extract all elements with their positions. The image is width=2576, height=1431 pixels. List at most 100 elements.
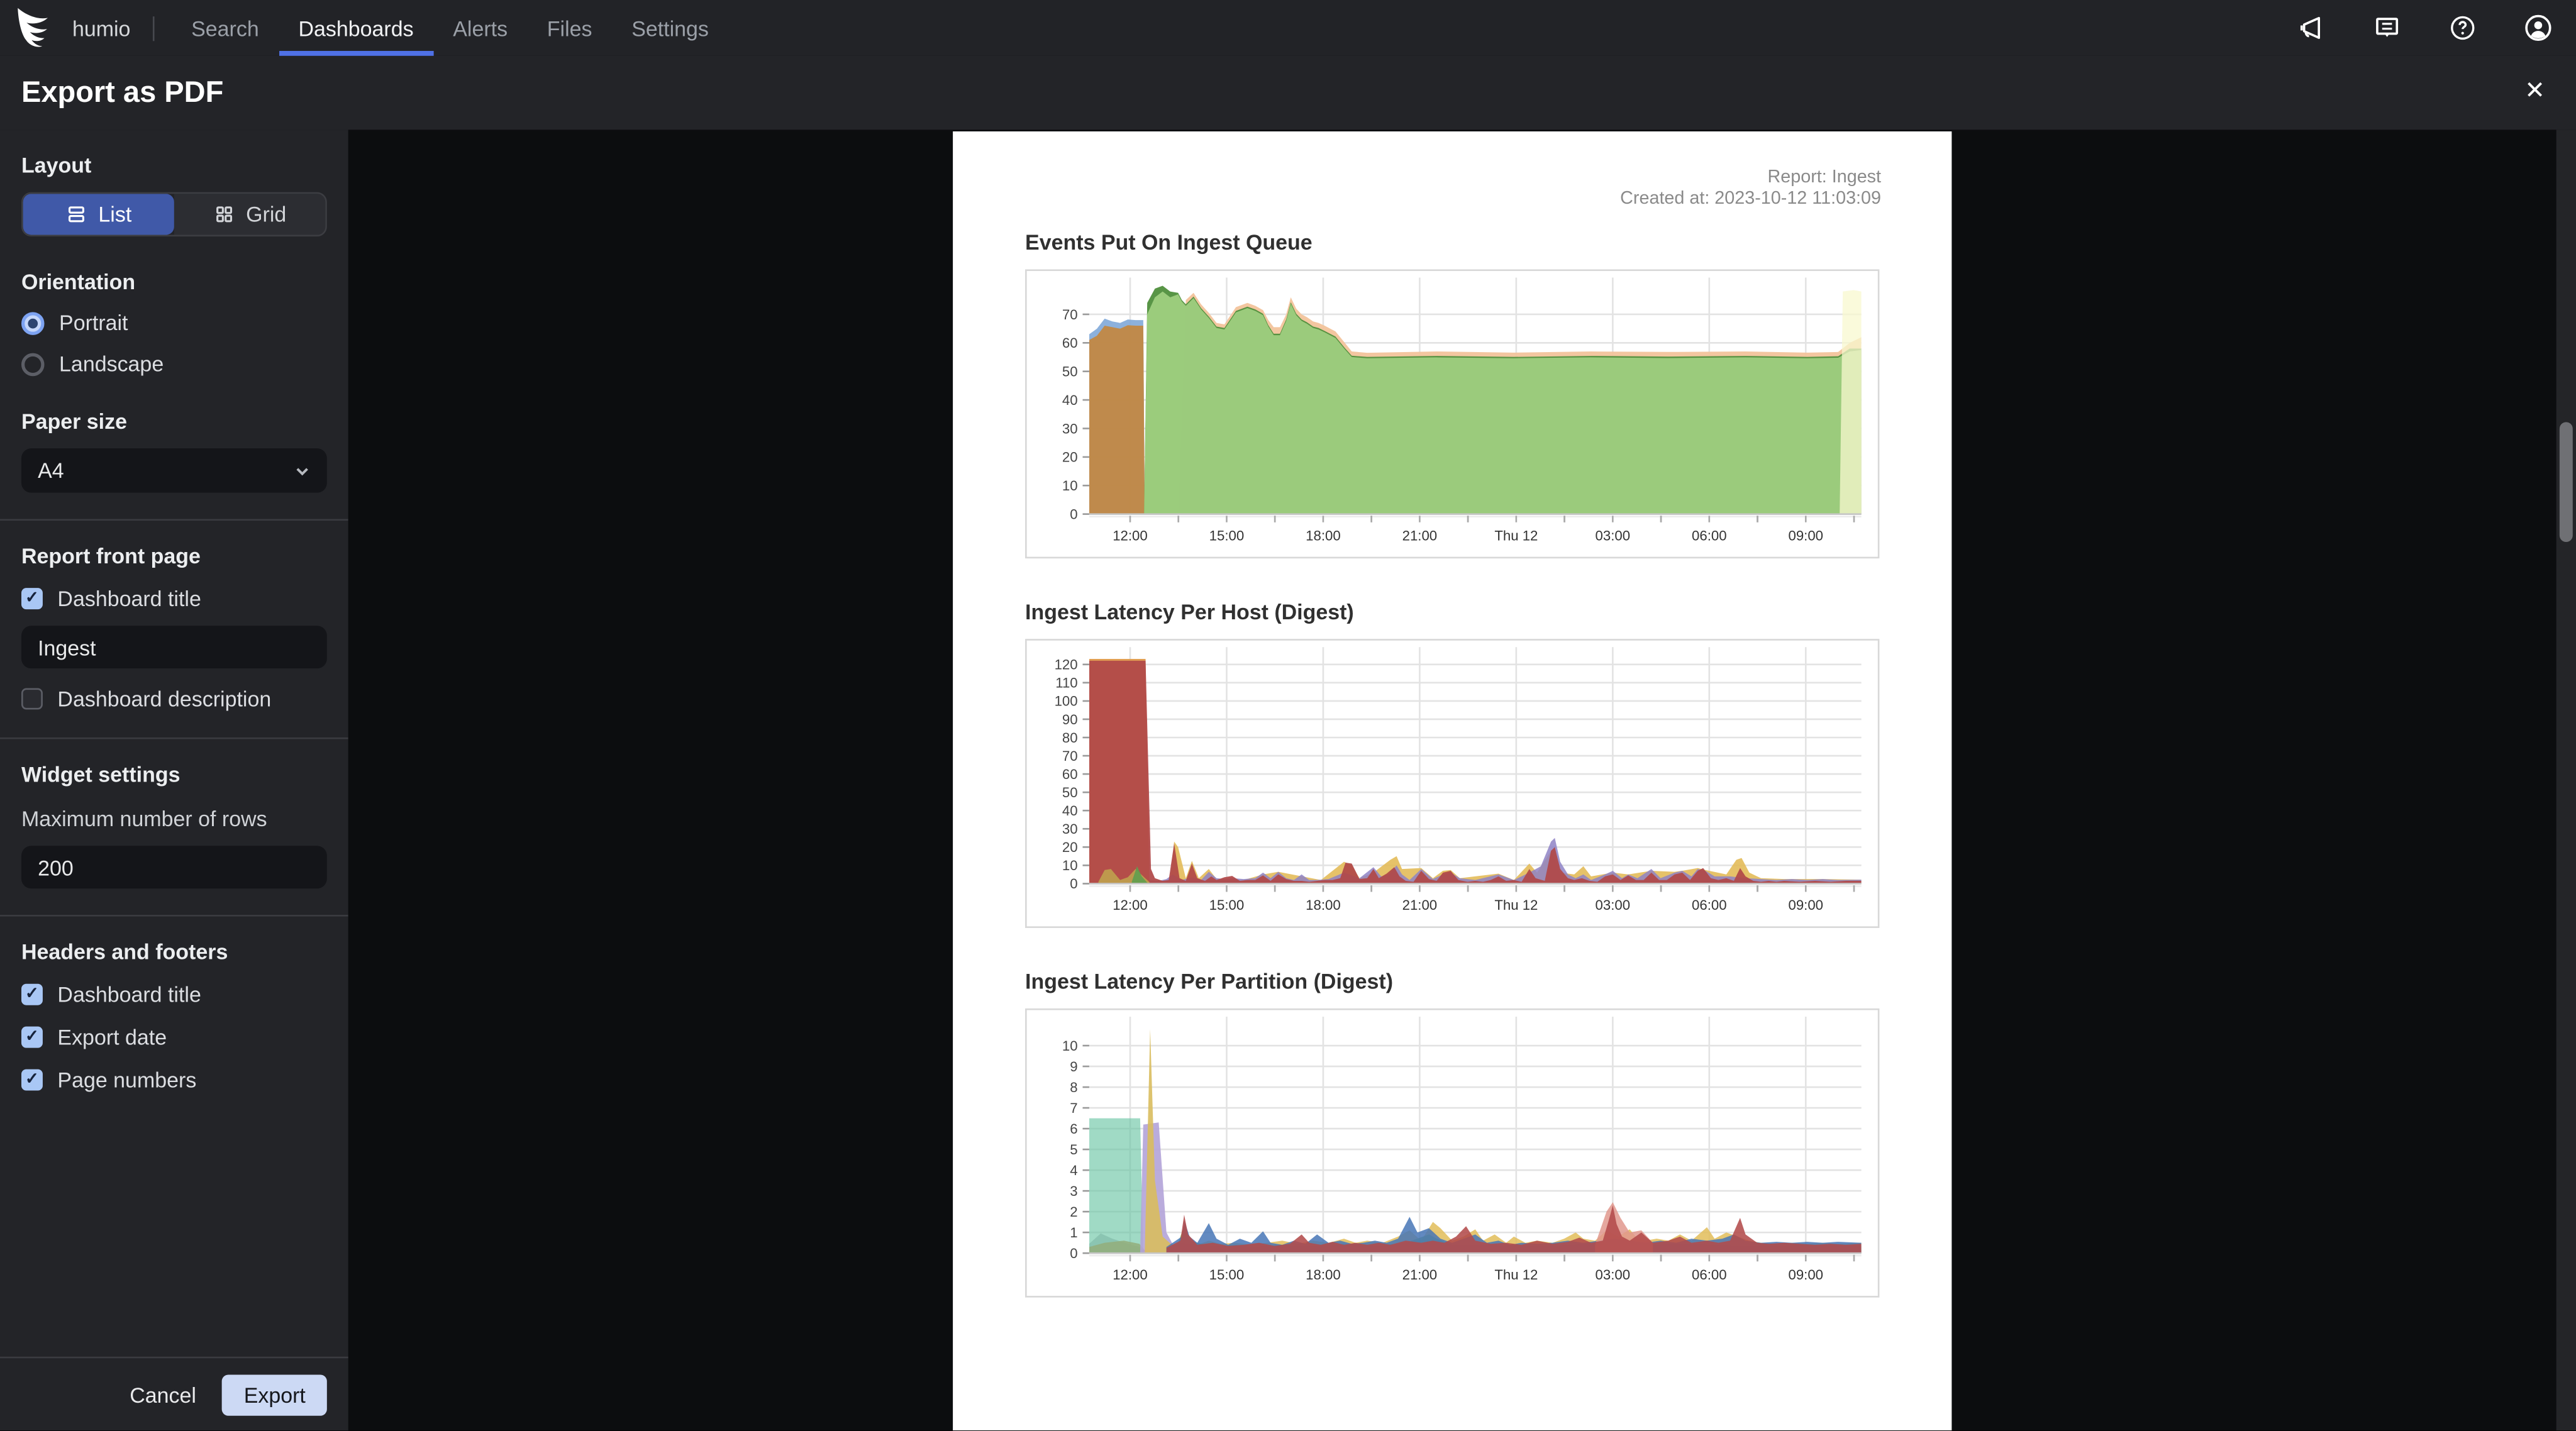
hf-export-date-label: Export date — [57, 1025, 167, 1050]
hf-page-numbers-label: Page numbers — [57, 1067, 197, 1093]
sidebar-footer: Cancel Export — [0, 1357, 348, 1431]
svg-text:0: 0 — [1070, 507, 1077, 522]
front-page-heading: Report front page — [21, 543, 201, 568]
orientation-portrait-option[interactable]: Portrait — [21, 311, 327, 335]
report-meta: Report: Ingest Created at: 2023-10-12 11… — [1025, 167, 1881, 211]
svg-text:120: 120 — [1055, 658, 1078, 673]
layout-segmented-control: List Grid — [21, 192, 327, 237]
svg-text:12:00: 12:00 — [1113, 1268, 1148, 1283]
svg-text:5: 5 — [1070, 1142, 1077, 1158]
svg-text:8: 8 — [1070, 1080, 1077, 1096]
chart-title: Ingest Latency Per Partition (Digest) — [1025, 970, 1394, 995]
front-page-dashboard-description-option[interactable]: ✓ Dashboard description — [21, 687, 327, 711]
max-rows-input[interactable]: 200 — [21, 846, 327, 889]
sidebar-scroll-area: Layout List — [0, 130, 348, 1357]
nav-item-settings[interactable]: Settings — [631, 15, 709, 40]
checkbox-hf-page-numbers-icon[interactable]: ✓ — [21, 1069, 43, 1091]
svg-text:70: 70 — [1062, 749, 1078, 765]
landscape-label: Landscape — [59, 351, 164, 377]
svg-text:4: 4 — [1070, 1163, 1077, 1179]
nav-right-icons — [2297, 13, 2576, 43]
svg-text:15:00: 15:00 — [1209, 898, 1245, 914]
portrait-label: Portrait — [59, 310, 128, 335]
chart-title: Events Put On Ingest Queue — [1025, 230, 1313, 255]
svg-text:40: 40 — [1062, 393, 1078, 409]
export-button[interactable]: Export — [222, 1374, 327, 1415]
brand-name[interactable]: humio — [72, 15, 131, 40]
widget-settings-heading: Widget settings — [21, 762, 180, 787]
paper-size-value: A4 — [38, 458, 64, 483]
headers-footers-heading: Headers and footers — [21, 939, 228, 964]
nav-item-files[interactable]: Files — [547, 15, 592, 40]
scrollbar-thumb[interactable] — [2559, 422, 2573, 543]
svg-text:100: 100 — [1055, 694, 1078, 710]
svg-text:03:00: 03:00 — [1596, 898, 1631, 914]
svg-text:30: 30 — [1062, 421, 1078, 437]
nav-item-dashboards[interactable]: Dashboards — [279, 0, 434, 56]
svg-text:20: 20 — [1062, 450, 1078, 466]
svg-text:40: 40 — [1062, 804, 1078, 819]
megaphone-icon[interactable] — [2297, 13, 2326, 43]
layout-grid-label: Grid — [246, 202, 287, 227]
vertical-scrollbar[interactable] — [2556, 130, 2576, 1431]
radio-landscape-icon[interactable] — [21, 352, 45, 375]
checkbox-hf-export-date-icon[interactable]: ✓ — [21, 1026, 43, 1048]
svg-text:9: 9 — [1070, 1059, 1077, 1075]
hf-dashboard-title-option[interactable]: ✓ Dashboard title — [21, 982, 327, 1007]
help-icon[interactable] — [2448, 13, 2477, 43]
front-page-dashboard-title-option[interactable]: ✓ Dashboard title — [21, 587, 327, 611]
nav-item-alerts[interactable]: Alerts — [453, 15, 508, 40]
paper-size-select[interactable]: A4 — [21, 448, 327, 493]
nav-item-search[interactable]: Search — [191, 15, 259, 40]
list-layout-icon — [68, 206, 84, 223]
max-rows-label: Maximum number of rows — [21, 806, 267, 831]
layout-grid-button[interactable]: Grid — [174, 194, 326, 235]
chart-block-ingest-queue: Events Put On Ingest Queue 0 10 20 30 40 50 60… — [1025, 230, 1881, 560]
svg-text:Thu 12: Thu 12 — [1494, 528, 1538, 544]
svg-text:21:00: 21:00 — [1402, 1268, 1438, 1283]
close-icon[interactable]: ✕ — [2524, 77, 2546, 106]
svg-text:0: 0 — [1070, 876, 1077, 892]
pdf-page: Report: Ingest Created at: 2023-10-12 11… — [953, 131, 1952, 1431]
svg-text:Thu 12: Thu 12 — [1494, 898, 1538, 914]
svg-text:10: 10 — [1062, 478, 1078, 494]
account-icon[interactable] — [2523, 13, 2553, 43]
checkbox-dashboard-description-icon[interactable]: ✓ — [21, 688, 43, 710]
modal-body: Layout List — [0, 130, 2576, 1431]
svg-text:18:00: 18:00 — [1306, 528, 1341, 544]
orientation-heading: Orientation — [21, 269, 136, 294]
svg-text:80: 80 — [1062, 731, 1078, 746]
svg-text:18:00: 18:00 — [1306, 1268, 1341, 1283]
svg-text:6: 6 — [1070, 1122, 1077, 1137]
grid-layout-icon — [216, 206, 232, 223]
svg-text:15:00: 15:00 — [1209, 528, 1245, 544]
dashboard-title-input[interactable]: Ingest — [21, 626, 327, 669]
svg-text:7: 7 — [1070, 1101, 1077, 1117]
crowdstrike-falcon-logo[interactable] — [13, 5, 62, 54]
svg-text:18:00: 18:00 — [1306, 898, 1341, 914]
paper-size-heading: Paper size — [21, 409, 127, 434]
modal-title: Export as PDF — [21, 75, 224, 109]
hf-page-numbers-option[interactable]: ✓ Page numbers — [21, 1068, 327, 1092]
radio-portrait-icon[interactable] — [21, 311, 45, 334]
svg-text:60: 60 — [1062, 336, 1078, 351]
orientation-landscape-option[interactable]: Landscape — [21, 351, 327, 376]
dashboard-title-label: Dashboard title — [57, 586, 201, 611]
checkbox-dashboard-title-icon[interactable]: ✓ — [21, 588, 43, 610]
cancel-button[interactable]: Cancel — [130, 1382, 196, 1407]
layout-list-label: List — [98, 202, 132, 227]
svg-text:10: 10 — [1062, 858, 1078, 874]
pdf-preview-backdrop: Report: Ingest Created at: 2023-10-12 11… — [348, 130, 2576, 1431]
dashboard-description-label: Dashboard description — [57, 686, 272, 712]
layout-list-button[interactable]: List — [23, 194, 174, 235]
feedback-icon[interactable] — [2372, 13, 2402, 43]
svg-text:2: 2 — [1070, 1205, 1077, 1220]
report-created-line: Created at: 2023-10-12 11:03:09 — [1620, 189, 1882, 209]
svg-text:09:00: 09:00 — [1789, 528, 1824, 544]
svg-text:0: 0 — [1070, 1246, 1077, 1262]
hf-export-date-option[interactable]: ✓ Export date — [21, 1025, 327, 1049]
svg-text:30: 30 — [1062, 822, 1078, 837]
nav-menu: Search Dashboards Alerts Files Settings — [172, 0, 729, 56]
checkbox-hf-dashboard-title-icon[interactable]: ✓ — [21, 983, 43, 1005]
svg-text:12:00: 12:00 — [1113, 528, 1148, 544]
